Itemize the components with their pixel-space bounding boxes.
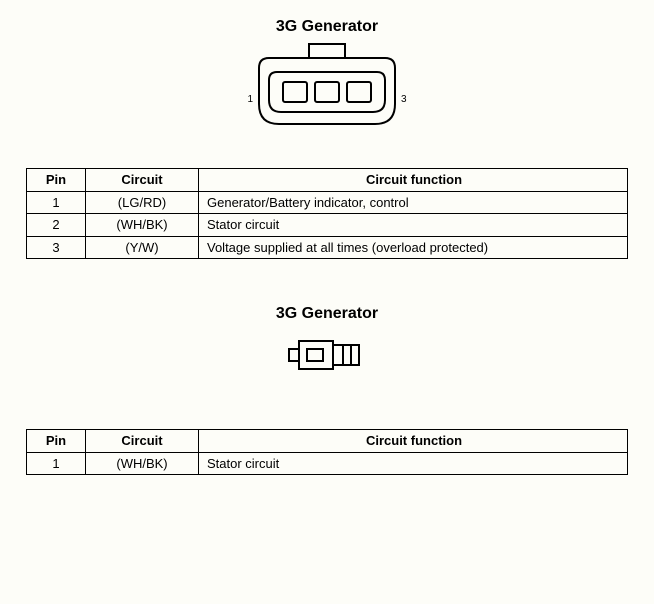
col-header-pin: Pin <box>27 169 86 192</box>
cell-pin: 2 <box>27 214 86 237</box>
table-row: 1 (WH/BK) Stator circuit <box>27 452 628 475</box>
col-header-circuit: Circuit <box>86 430 199 453</box>
table-row: 2 (WH/BK) Stator circuit <box>27 214 628 237</box>
cell-func: Voltage supplied at all times (overload … <box>199 236 628 259</box>
connector2-icon <box>287 337 367 373</box>
table-row: 3 (Y/W) Voltage supplied at all times (o… <box>27 236 628 259</box>
col-header-pin: Pin <box>27 430 86 453</box>
pinout-table-2: Pin Circuit Circuit function 1 (WH/BK) S… <box>26 429 628 475</box>
cell-func: Generator/Battery indicator, control <box>199 191 628 214</box>
table-header-row: Pin Circuit Circuit function <box>27 430 628 453</box>
connector1-pin-right-label: 3 <box>401 94 407 105</box>
cell-pin: 1 <box>27 191 86 214</box>
cell-circuit: (Y/W) <box>86 236 199 259</box>
col-header-func: Circuit function <box>199 169 628 192</box>
cell-pin: 1 <box>27 452 86 475</box>
cell-pin: 3 <box>27 236 86 259</box>
cell-circuit: (LG/RD) <box>86 191 199 214</box>
table-header-row: Pin Circuit Circuit function <box>27 169 628 192</box>
pinout-table-1: Pin Circuit Circuit function 1 (LG/RD) G… <box>26 168 628 259</box>
cell-circuit: (WH/BK) <box>86 214 199 237</box>
section1-title: 3G Generator <box>0 18 654 36</box>
cell-func: Stator circuit <box>199 214 628 237</box>
col-header-func: Circuit function <box>199 430 628 453</box>
cell-circuit: (WH/BK) <box>86 452 199 475</box>
connector1-wrap: 1 3 <box>0 42 654 128</box>
cell-func: Stator circuit <box>199 452 628 475</box>
connector1-pin-left-label: 1 <box>247 94 253 105</box>
section2-title: 3G Generator <box>0 305 654 323</box>
connector1-icon <box>257 42 397 128</box>
col-header-circuit: Circuit <box>86 169 199 192</box>
connector2-wrap <box>0 337 654 373</box>
table-row: 1 (LG/RD) Generator/Battery indicator, c… <box>27 191 628 214</box>
